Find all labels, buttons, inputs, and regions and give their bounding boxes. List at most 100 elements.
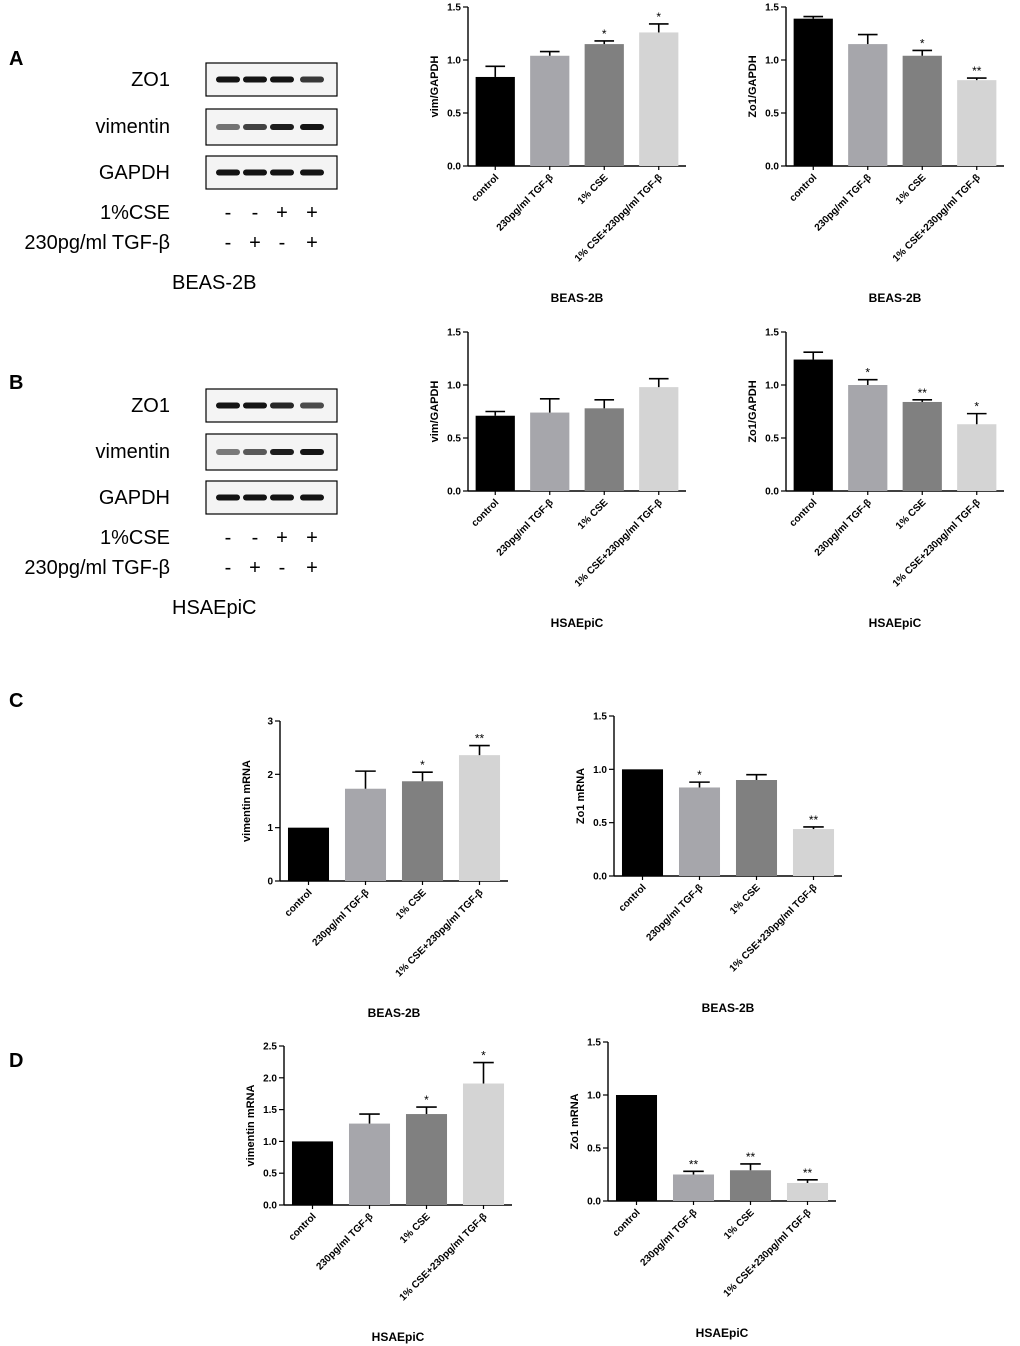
y-tick-label: 2.5 — [263, 1042, 277, 1053]
treatment-sign: - — [279, 557, 286, 579]
significance-mark: * — [481, 1049, 486, 1063]
y-tick-label: 0.5 — [587, 1144, 601, 1155]
x-axis-title: HSAEpiC — [696, 1326, 749, 1340]
y-axis-label: Zo1 mRNA — [569, 1093, 581, 1149]
blot-band — [216, 169, 240, 176]
bar — [584, 408, 624, 491]
y-tick-label: 1.5 — [593, 712, 607, 723]
chart-C-zo1: 0.0 0.5 1.0 1.5 Zo1 mRNA control * 230pg/ml TGF… — [575, 712, 842, 1015]
y-tick-label: 0.0 — [765, 487, 779, 498]
blot-row-label: vimentin — [95, 116, 170, 138]
panel-label-c: C — [9, 690, 24, 712]
x-axis-title: HSAEpiC — [869, 616, 922, 630]
y-tick-label: 0.0 — [765, 162, 779, 173]
x-tick-label: 230pg/ml TGF-β — [644, 882, 705, 943]
x-tick-label: 230pg/ml TGF-β — [813, 172, 874, 233]
y-tick-label: 0.5 — [593, 818, 607, 829]
y-tick-label: 1.5 — [447, 3, 461, 14]
blot-row-label: ZO1 — [131, 69, 170, 91]
bar — [344, 788, 387, 881]
y-tick-label: 0.0 — [587, 1197, 601, 1208]
y-tick-label: 1 — [267, 823, 273, 834]
x-tick-label: control — [617, 882, 649, 914]
x-tick-label: control — [788, 497, 820, 529]
significance-mark: * — [920, 36, 925, 50]
x-tick-label: 1% CSE — [728, 882, 763, 917]
significance-mark: * — [420, 758, 425, 772]
y-axis-label: Zo1 mRNA — [575, 768, 587, 824]
blot-row-label: GAPDH — [98, 487, 170, 509]
blot-band — [216, 76, 240, 83]
y-tick-label: 2.0 — [263, 1073, 277, 1084]
bar — [848, 385, 888, 491]
blot-band — [300, 124, 324, 130]
blot-band — [243, 124, 267, 130]
treatment-sign: + — [249, 557, 261, 579]
bar — [291, 1141, 334, 1205]
significance-mark: ** — [475, 732, 485, 746]
bar — [678, 787, 721, 876]
y-tick-label: 1.5 — [765, 3, 779, 14]
cell-line-label: HSAEpiC — [172, 597, 257, 619]
bar — [786, 1182, 829, 1201]
y-tick-label: 1.5 — [263, 1105, 277, 1116]
bar — [475, 415, 515, 491]
y-axis-label: Zo1/GAPDH — [747, 380, 759, 442]
significance-mark: * — [602, 27, 607, 41]
y-tick-label: 1.5 — [587, 1038, 601, 1049]
blot-band — [270, 494, 294, 501]
x-axis-title: BEAS-2B — [869, 291, 922, 305]
x-tick-label: 1% CSE — [894, 172, 929, 207]
treatment-sign: + — [306, 527, 318, 549]
bar — [401, 781, 444, 881]
treatment-label: 1%CSE — [99, 202, 170, 224]
bar — [902, 55, 942, 167]
x-tick-label: 1% CSE+230pg/ml TGF-β — [573, 172, 665, 264]
x-tick-label: 1% CSE — [894, 497, 929, 532]
treatment-sign: + — [306, 557, 318, 579]
bar — [793, 359, 833, 491]
bar — [848, 44, 888, 166]
panel-label-b: B — [9, 372, 24, 394]
significance-mark: * — [697, 768, 702, 782]
x-tick-label: 230pg/ml TGF-β — [638, 1207, 699, 1268]
blot-band — [216, 402, 240, 409]
x-tick-label: control — [470, 497, 502, 529]
treatment-sign: + — [306, 202, 318, 224]
bar — [405, 1114, 448, 1205]
x-tick-label: 1% CSE+230pg/ml TGF-β — [573, 497, 665, 589]
blot-band — [216, 124, 240, 130]
bar — [475, 76, 515, 166]
bar — [615, 1095, 658, 1201]
bar — [584, 44, 624, 166]
y-tick-label: 0.5 — [765, 434, 779, 445]
x-axis-title: BEAS-2B — [368, 1006, 421, 1020]
x-tick-label: control — [470, 172, 502, 204]
x-tick-label: 1% CSE — [576, 172, 611, 207]
treatment-sign: + — [249, 232, 261, 254]
x-axis-title: HSAEpiC — [551, 616, 604, 630]
blot-band — [216, 494, 240, 501]
y-tick-label: 0 — [267, 877, 273, 888]
bar — [793, 18, 833, 166]
y-axis-label: vimentin mRNA — [245, 1084, 257, 1166]
treatment-sign: + — [276, 527, 288, 549]
blot-band — [270, 169, 294, 176]
bar — [348, 1123, 391, 1205]
significance-mark: * — [424, 1093, 429, 1107]
x-tick-label: 230pg/ml TGF-β — [310, 887, 371, 948]
x-tick-label: 230pg/ml TGF-β — [314, 1211, 375, 1272]
x-axis-title: HSAEpiC — [372, 1330, 425, 1344]
significance-mark: * — [656, 10, 661, 24]
bar — [735, 780, 778, 876]
significance-mark: * — [974, 400, 979, 414]
y-tick-label: 1.5 — [447, 328, 461, 339]
significance-mark: ** — [689, 1157, 699, 1171]
bar — [957, 80, 997, 166]
treatment-label: 230pg/ml TGF-β — [24, 232, 170, 254]
x-tick-label: control — [287, 1211, 319, 1243]
y-tick-label: 2 — [267, 770, 273, 781]
blot-band — [270, 449, 294, 455]
blot-band — [270, 76, 294, 83]
